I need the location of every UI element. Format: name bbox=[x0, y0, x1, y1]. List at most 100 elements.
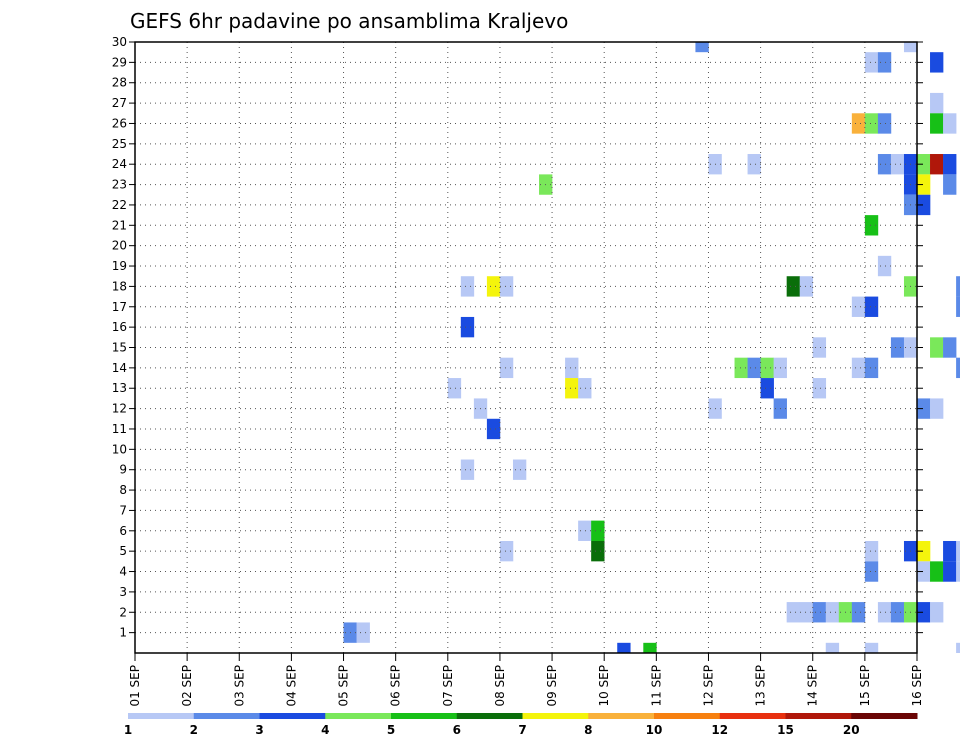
heatmap-cell bbox=[565, 378, 579, 399]
y-tick-label: 16 bbox=[112, 320, 127, 334]
heatmap-cell bbox=[591, 540, 605, 562]
x-tick-label: 14 SEP bbox=[806, 665, 820, 707]
heatmap-cell bbox=[930, 92, 944, 114]
grid-lines bbox=[135, 42, 917, 653]
colorbar-label: 3 bbox=[255, 723, 263, 737]
heatmap-cell bbox=[695, 42, 709, 53]
heatmap-cell bbox=[930, 113, 944, 134]
y-tick-label: 10 bbox=[112, 442, 127, 456]
heatmap-cell bbox=[864, 52, 879, 73]
heatmap-cell bbox=[917, 540, 931, 562]
heatmap-cell bbox=[930, 154, 944, 175]
heatmap-cell bbox=[930, 602, 944, 623]
y-tick-label: 20 bbox=[112, 239, 127, 253]
y-tick-label: 18 bbox=[112, 279, 127, 293]
heatmap-cell bbox=[786, 602, 800, 623]
colorbar-swatch bbox=[851, 713, 918, 719]
x-tick-label: 09 SEP bbox=[545, 665, 559, 707]
heatmap-cell bbox=[956, 540, 960, 562]
colorbar-label: 4 bbox=[321, 723, 329, 737]
colorbar-swatch bbox=[259, 713, 326, 719]
y-tick-label: 12 bbox=[112, 402, 127, 416]
heatmap-cell bbox=[956, 561, 960, 582]
heatmap-cell bbox=[864, 642, 879, 653]
y-tick-label: 17 bbox=[112, 300, 127, 314]
heatmap-cell bbox=[812, 337, 827, 358]
heatmap-cell bbox=[747, 154, 761, 175]
heatmap-cell bbox=[643, 642, 657, 653]
colorbar-label: 1 bbox=[124, 723, 132, 737]
heatmap-cell bbox=[851, 602, 866, 623]
y-tick-label: 19 bbox=[112, 259, 127, 273]
colorbar-swatch bbox=[588, 713, 655, 719]
y-tick-label: 6 bbox=[119, 524, 127, 538]
y-axis: 1234567891011121314151617181920212223242… bbox=[112, 35, 923, 640]
heatmap-cell bbox=[864, 113, 879, 134]
heatmap-cell bbox=[565, 357, 579, 379]
heatmap-cell bbox=[917, 561, 931, 582]
heatmap-cell bbox=[760, 378, 774, 399]
y-tick-label: 25 bbox=[112, 137, 127, 151]
heatmap-cell bbox=[956, 296, 960, 317]
heatmap-cell bbox=[578, 520, 592, 541]
x-tick-label: 16 SEP bbox=[910, 665, 924, 707]
colorbar-swatch bbox=[193, 713, 260, 719]
heatmap-cell bbox=[864, 561, 879, 582]
colorbar-swatch bbox=[785, 713, 852, 719]
chart-title: GEFS 6hr padavine po ansamblima Kraljevo bbox=[130, 9, 568, 33]
y-tick-label: 3 bbox=[119, 585, 127, 599]
x-tick-label: 03 SEP bbox=[232, 665, 246, 707]
x-tick-label: 07 SEP bbox=[441, 665, 455, 707]
heatmap-cell bbox=[486, 276, 501, 297]
heatmap-cell bbox=[877, 602, 892, 623]
heatmap-cell bbox=[864, 296, 879, 317]
heatmap-cell bbox=[943, 337, 957, 358]
colorbar-swatch bbox=[391, 713, 458, 719]
colorbar-label: 7 bbox=[518, 723, 526, 737]
colorbar-label: 12 bbox=[711, 723, 728, 737]
colorbar-swatch bbox=[719, 713, 786, 719]
x-tick-label: 10 SEP bbox=[597, 665, 611, 707]
heatmap-cell bbox=[864, 540, 879, 562]
y-tick-label: 9 bbox=[119, 463, 127, 477]
heatmap-cell bbox=[734, 357, 748, 379]
heatmap-cell bbox=[917, 602, 931, 623]
heatmap-cell bbox=[447, 378, 462, 399]
heatmap-cell bbox=[499, 357, 514, 379]
heatmap-cell bbox=[943, 174, 957, 195]
x-tick-label: 13 SEP bbox=[754, 665, 768, 707]
heatmap-cell bbox=[812, 378, 827, 399]
heatmap-cell bbox=[890, 602, 905, 623]
y-tick-label: 26 bbox=[112, 116, 127, 130]
heatmap-cell bbox=[917, 398, 931, 419]
y-tick-label: 22 bbox=[112, 198, 127, 212]
heatmap-cell bbox=[890, 154, 905, 175]
y-tick-label: 28 bbox=[112, 76, 127, 90]
heatmap-cell bbox=[851, 113, 866, 134]
heatmap-cell bbox=[512, 459, 527, 480]
heatmap-cell bbox=[499, 276, 514, 297]
heatmap-cell bbox=[903, 42, 918, 53]
y-tick-label: 7 bbox=[119, 503, 127, 517]
heatmap-cell bbox=[578, 378, 592, 399]
colorbar-swatch bbox=[128, 713, 195, 719]
heatmap-cell bbox=[460, 316, 475, 338]
colorbar-swatch bbox=[456, 713, 523, 719]
y-tick-label: 15 bbox=[112, 341, 127, 355]
heatmap-cell bbox=[864, 357, 879, 379]
x-tick-label: 06 SEP bbox=[389, 665, 403, 707]
heatmap-cell bbox=[943, 113, 957, 134]
heatmap-cell bbox=[460, 459, 475, 480]
heatmap-cell bbox=[617, 642, 631, 653]
heatmap-cell bbox=[799, 276, 814, 297]
heatmap-cell bbox=[943, 154, 957, 175]
heatmap-cell bbox=[917, 194, 931, 216]
x-tick-label: 01 SEP bbox=[128, 665, 142, 707]
y-tick-label: 30 bbox=[112, 35, 127, 49]
colorbar-swatch bbox=[522, 713, 589, 719]
y-tick-label: 4 bbox=[119, 565, 127, 579]
colorbar-swatch bbox=[654, 713, 721, 719]
y-tick-label: 14 bbox=[112, 361, 127, 375]
heatmap-cell bbox=[930, 52, 944, 73]
x-tick-label: 11 SEP bbox=[649, 665, 663, 707]
